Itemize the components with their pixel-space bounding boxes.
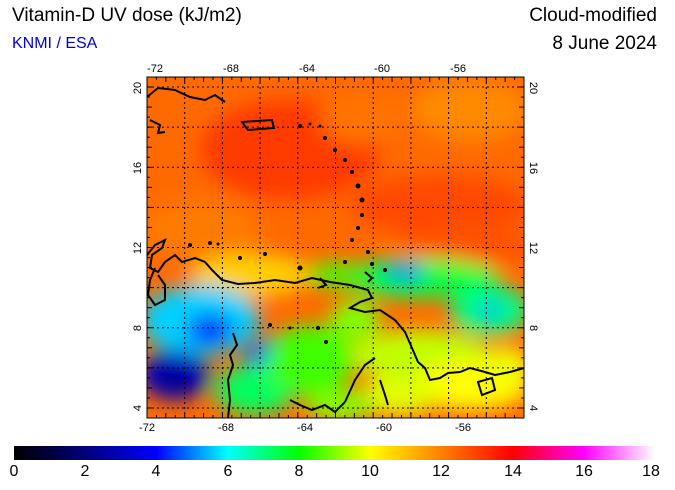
colorbar-label: 10 (361, 463, 379, 480)
lon-label-top: -60 (374, 63, 390, 75)
lon-labels-top: -72 -68 -64 -60 -56 (147, 63, 466, 75)
lon-label-bottom: -72 (139, 422, 155, 434)
frame-ticks (146, 77, 525, 418)
map-date: 8 June 2024 (552, 33, 657, 54)
product-type-label: Cloud-modified (529, 5, 657, 26)
lon-label-top: -64 (299, 63, 315, 75)
lon-labels-bottom: -72 -68 -64 -60 -56 (139, 422, 471, 434)
lat-labels-left: 4 8 12 16 20 (132, 82, 144, 411)
lat-label-right: 4 (527, 405, 539, 411)
lon-label-top: -68 (223, 63, 239, 75)
uv-field (147, 77, 524, 418)
lon-label-top: -72 (147, 63, 163, 75)
lat-label-right: 20 (527, 82, 539, 94)
lat-label-right: 8 (527, 325, 539, 331)
map-title: Vitamin-D UV dose (kJ/m2) (12, 5, 242, 26)
lat-label-left: 8 (132, 325, 144, 331)
colorbar-label: 14 (504, 463, 522, 480)
colorbar-label: 0 (9, 463, 19, 480)
lat-label-right: 16 (527, 162, 539, 174)
lat-label-left: 20 (132, 82, 144, 94)
lat-label-left: 4 (132, 405, 144, 411)
lat-label-left: 12 (132, 242, 144, 254)
lat-labels-right: 4 8 12 16 20 (527, 82, 539, 411)
lon-label-bottom: -68 (218, 422, 234, 434)
colorbar-label: 16 (575, 463, 593, 480)
lat-label-right: 12 (527, 242, 539, 254)
colorbar-label: 18 (642, 463, 660, 480)
colorbar-label: 2 (80, 463, 90, 480)
colorbar (14, 446, 655, 460)
lon-label-bottom: -64 (297, 422, 313, 434)
islands (188, 122, 387, 344)
lon-label-bottom: -60 (376, 422, 392, 434)
colorbar-label: 12 (432, 463, 450, 480)
colorbar-label: 6 (223, 463, 233, 480)
lat-label-left: 16 (132, 162, 144, 174)
lon-label-bottom: -56 (455, 422, 471, 434)
lon-label-top: -56 (450, 63, 466, 75)
colorbar-label: 8 (294, 463, 304, 480)
colorbar-label: 4 (151, 463, 161, 480)
data-source-label: KNMI / ESA (12, 35, 98, 52)
